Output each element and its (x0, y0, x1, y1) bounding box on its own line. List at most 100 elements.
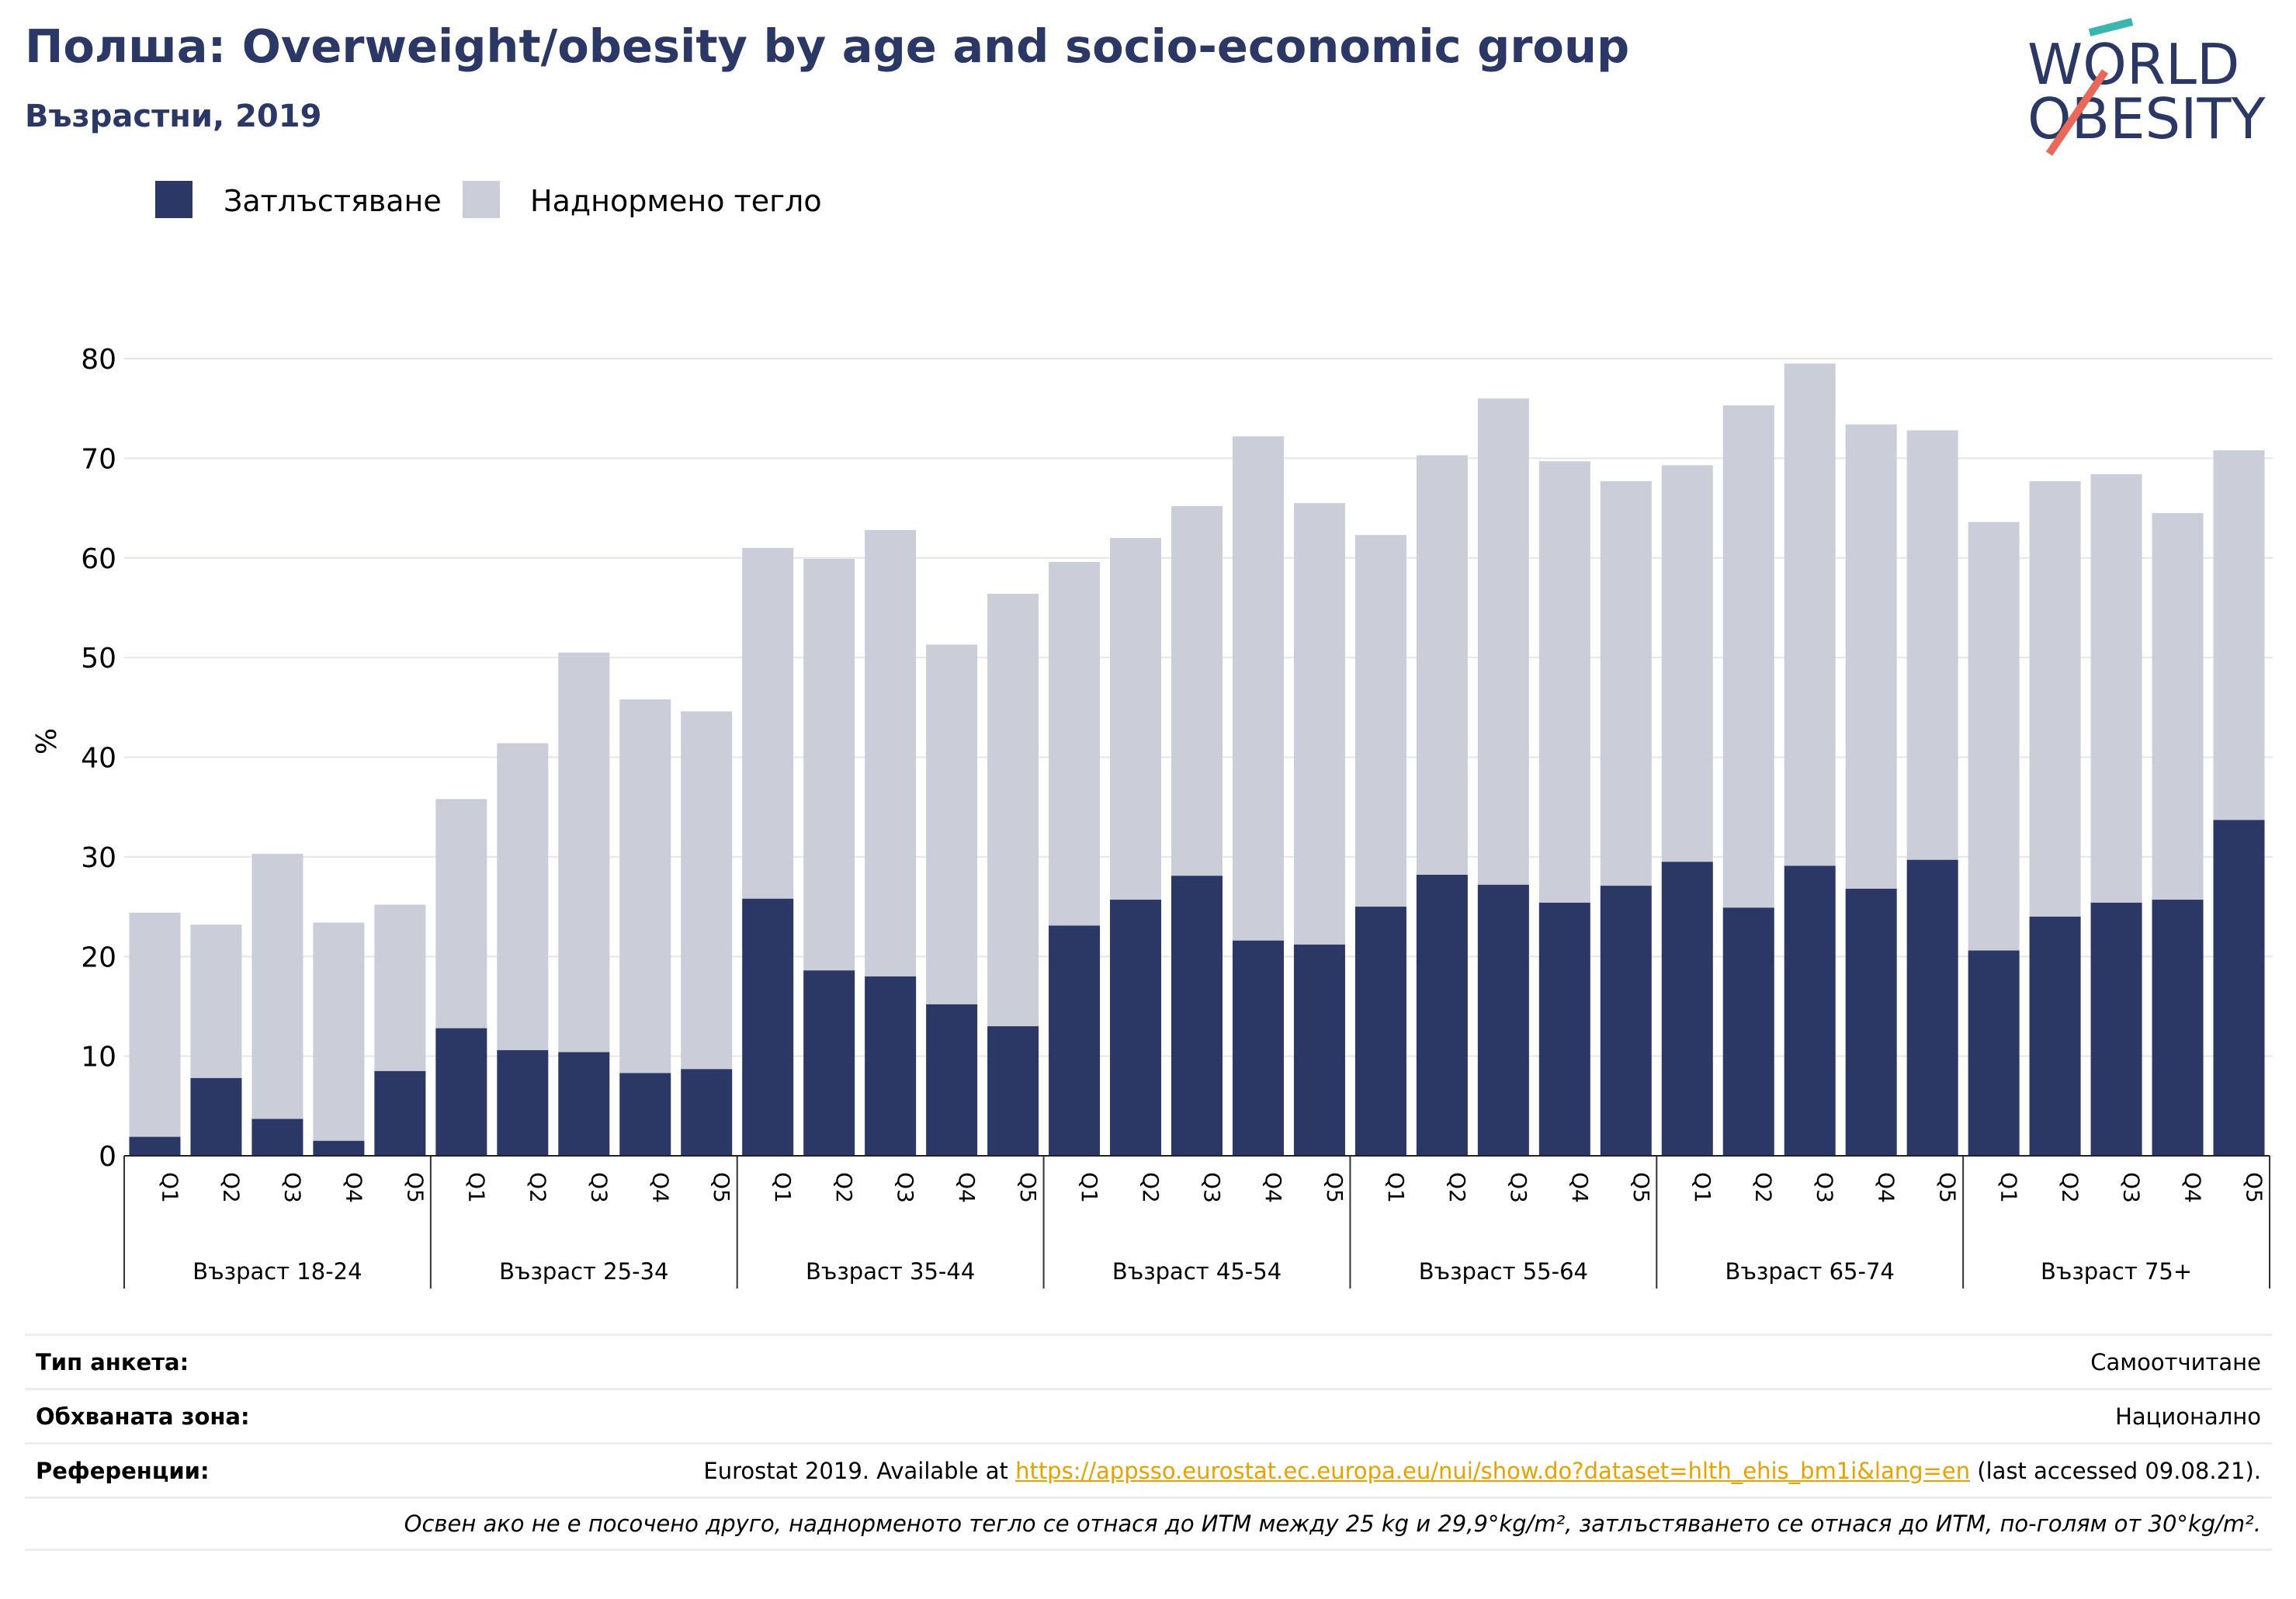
x-tick-label: Q5 (2242, 1172, 2267, 1203)
chart-title: Полша: Overweight/obesity by age and soc… (25, 19, 1629, 73)
bar-overweight (619, 699, 671, 1074)
bar-overweight (313, 922, 365, 1141)
bar-obesity (619, 1073, 671, 1156)
y-axis-label: % (31, 728, 63, 754)
bars (129, 363, 2265, 1156)
bar-obesity (987, 1026, 1039, 1156)
x-tick-label: Q1 (1996, 1172, 2022, 1203)
bar-obesity (1477, 884, 1529, 1156)
reference-link[interactable]: https://appsso.eurostat.ec.europa.eu/nui… (1015, 1457, 1971, 1484)
bar-obesity (129, 1136, 181, 1156)
bar-obesity (1171, 876, 1223, 1156)
bar-overweight (497, 743, 549, 1050)
x-tick-label: Q2 (218, 1172, 244, 1203)
bar-overweight (987, 593, 1039, 1027)
x-tick-label: Q2 (525, 1172, 550, 1203)
bar-overweight (1110, 538, 1162, 900)
reference-prefix: Eurostat 2019. Available at (703, 1457, 1016, 1484)
legend-label-obesity: Затлъстяване (224, 184, 442, 218)
y-tick-label: 20 (81, 942, 116, 973)
world-obesity-logo: WORLD OBESITY (2027, 18, 2266, 156)
bar-obesity (1110, 900, 1162, 1156)
info-table: Тип анкета: Самоотчитане Обхваната зона:… (25, 1334, 2272, 1551)
x-tick-label: Q2 (1138, 1172, 1164, 1203)
bar-obesity (1354, 907, 1406, 1156)
logo-line1: WORLD (2027, 32, 2239, 97)
bar-overweight (1784, 363, 1836, 866)
bar-overweight (1906, 430, 1958, 860)
bar-overweight (681, 711, 733, 1070)
bar-overweight (1722, 405, 1774, 908)
group-label: Възраст 35-44 (806, 1258, 975, 1285)
x-tick-label: Q1 (1383, 1172, 1409, 1203)
bar-overweight (1171, 505, 1223, 876)
x-tick-label: Q4 (1567, 1172, 1593, 1203)
bar-overweight (1049, 561, 1101, 926)
definition-note: Освен ако не е посочено друго, наднормен… (404, 1511, 2261, 1537)
coverage-value: Национално (2115, 1403, 2261, 1430)
bar-obesity (1538, 902, 1590, 1156)
group-label: Възраст 75+ (2041, 1258, 2192, 1285)
bar-overweight (1661, 465, 1713, 862)
x-tick-label: Q4 (1874, 1172, 1899, 1203)
logo-teal-stroke-icon (2088, 18, 2134, 36)
bar-overweight (190, 924, 242, 1078)
bar-overweight (251, 854, 303, 1119)
logo-coral-stroke-icon (2045, 69, 2109, 156)
bar-overweight (1477, 398, 1529, 885)
x-tick-label: Q4 (1261, 1172, 1286, 1203)
bar-overweight (1538, 461, 1590, 903)
bar-obesity (1416, 874, 1468, 1156)
group-label: Възраст 25-34 (499, 1258, 668, 1285)
bar-overweight (742, 547, 794, 899)
x-tick-label: Q5 (1935, 1172, 1961, 1203)
x-tick-label: Q5 (1628, 1172, 1654, 1203)
x-tick-label: Q5 (402, 1172, 428, 1203)
bar-overweight (1845, 424, 1897, 889)
x-tick-label: Q3 (1812, 1172, 1838, 1203)
group-label: Възраст 65-74 (1725, 1258, 1895, 1285)
x-tick-label: Q3 (1506, 1172, 1531, 1203)
bar-obesity (2152, 900, 2204, 1156)
bar-obesity (681, 1069, 733, 1156)
bar-obesity (1845, 888, 1897, 1156)
bar-obesity (1968, 950, 2020, 1156)
x-tick-label: Q5 (709, 1172, 734, 1203)
bar-obesity (313, 1140, 365, 1156)
group-label: Възраст 45-54 (1112, 1258, 1282, 1285)
bar-overweight (558, 652, 610, 1053)
x-tick-label: Q2 (2058, 1172, 2083, 1203)
x-tick-label: Q2 (1445, 1172, 1470, 1203)
bar-overweight (1416, 455, 1468, 875)
y-tick-label: 10 (81, 1042, 116, 1074)
bar-obesity (374, 1070, 426, 1156)
y-tick-label: 30 (81, 842, 116, 874)
x-tick-label: Q4 (954, 1172, 980, 1203)
bar-overweight (1354, 535, 1406, 907)
x-tick-label: Q1 (1077, 1172, 1102, 1203)
x-tick-label: Q1 (770, 1172, 796, 1203)
bar-obesity (558, 1052, 610, 1156)
survey-type-key: Тип анкета: (36, 1348, 189, 1375)
bar-overweight (1293, 503, 1345, 945)
x-tick-label: Q5 (1015, 1172, 1041, 1203)
x-tick-label: Q1 (157, 1172, 182, 1203)
x-axis: Възраст 18-24 Q1 Q2 Q3 Q4 Q5 Възраст 25-34 Q1 Q2… (123, 1155, 2270, 1289)
x-tick-label: Q1 (1690, 1172, 1715, 1203)
reference-row: Референции: Eurostat 2019. Available at … (25, 1442, 2272, 1497)
x-tick-label: Q3 (586, 1172, 612, 1203)
coverage-row: Обхваната зона: Национално (25, 1388, 2272, 1442)
y-axis-ticks: 0 10 20 30 40 50 60 70 80 (81, 344, 116, 1173)
bar-overweight (374, 904, 426, 1071)
survey-type-row: Тип анкета: Самоотчитане (25, 1334, 2272, 1388)
bar-overweight (1232, 436, 1284, 941)
x-tick-label: Q5 (1322, 1172, 1347, 1203)
bar-obesity (2090, 902, 2142, 1156)
legend: Затлъстяване Наднормено тегло (155, 181, 822, 218)
bar-overweight (435, 799, 487, 1028)
x-tick-label: Q4 (2180, 1172, 2206, 1203)
x-tick-label: Q4 (647, 1172, 673, 1203)
bar-obesity (1722, 907, 1774, 1156)
y-tick-label: 60 (81, 543, 116, 575)
bar-obesity (190, 1077, 242, 1156)
